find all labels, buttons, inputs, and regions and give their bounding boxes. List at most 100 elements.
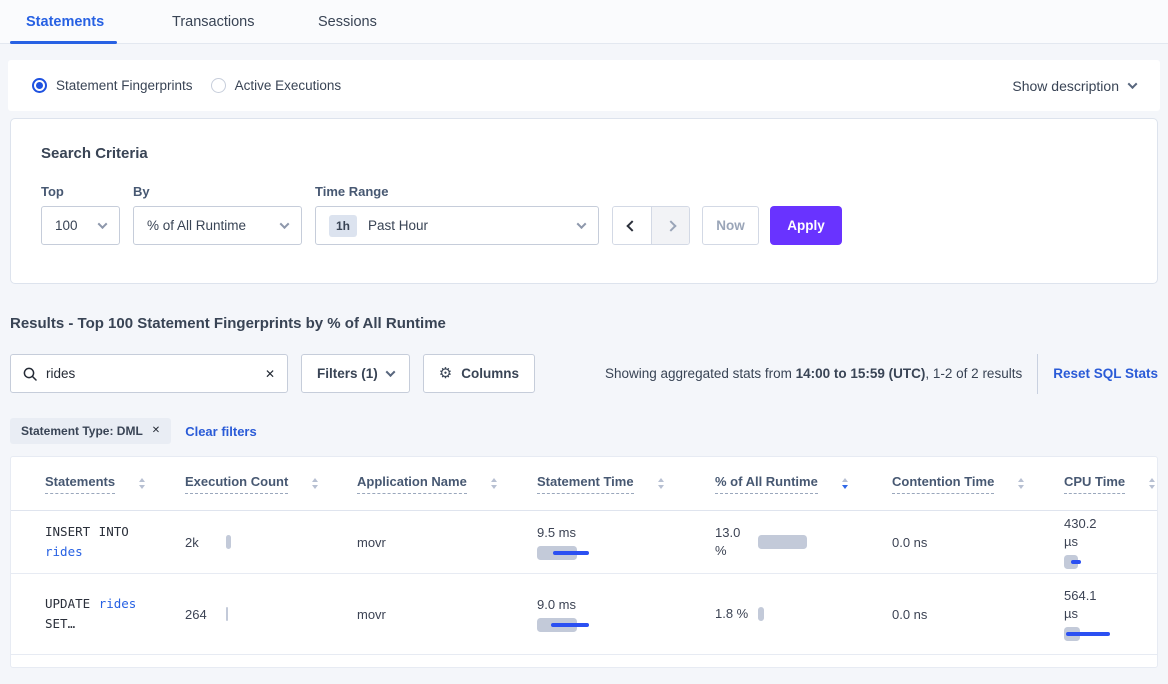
contention-time-cell: 0.0 ns bbox=[892, 534, 928, 550]
tab-label: Transactions bbox=[172, 13, 255, 30]
cpu-time-value: 430.2 µs bbox=[1064, 516, 1097, 549]
clear-search-icon[interactable]: ✕ bbox=[264, 366, 275, 381]
statement-fingerprint-link[interactable]: rides bbox=[98, 596, 137, 611]
apply-button[interactable]: Apply bbox=[770, 206, 842, 245]
application-name-cell: movr bbox=[357, 534, 386, 550]
statements-table: Statements Execution Count Application N… bbox=[10, 456, 1158, 668]
now-button-label: Now bbox=[716, 218, 745, 233]
execution-count-bar bbox=[226, 535, 286, 549]
column-label: CPU Time bbox=[1064, 474, 1126, 494]
filter-chip-statement-type[interactable]: Statement Type: DML ✕ bbox=[10, 418, 172, 444]
sort-asc-icon bbox=[1149, 478, 1156, 483]
showing-stats-text: Showing aggregated stats from 14:00 to 1… bbox=[605, 366, 1022, 381]
cpu-time-value: 564.1 µs bbox=[1064, 588, 1097, 621]
radio-selected-icon[interactable] bbox=[32, 78, 47, 93]
show-description-toggle[interactable]: Show description bbox=[1012, 78, 1138, 94]
application-name-cell: movr bbox=[357, 606, 386, 622]
sort-icons bbox=[657, 478, 664, 489]
now-button[interactable]: Now bbox=[702, 206, 759, 245]
time-range-field: Time Range 1h Past Hour bbox=[315, 184, 599, 245]
sort-icons-active-desc bbox=[841, 478, 848, 489]
results-controls: ✕ Filters (1) ⚙ Columns Showing aggregat… bbox=[10, 353, 1158, 394]
criteria-buttons: Now Apply bbox=[612, 184, 842, 245]
column-header-statements[interactable]: Statements bbox=[45, 474, 185, 494]
column-label: Execution Count bbox=[185, 474, 289, 494]
radio-statement-fingerprints[interactable]: Statement Fingerprints bbox=[32, 78, 193, 93]
by-select-value: % of All Runtime bbox=[147, 218, 247, 233]
top-select[interactable]: 100 bbox=[41, 206, 120, 245]
columns-button[interactable]: ⚙ Columns bbox=[422, 354, 535, 393]
sort-desc-icon bbox=[657, 484, 664, 489]
filter-chip-label: Statement Type: DML bbox=[21, 424, 143, 438]
by-select[interactable]: % of All Runtime bbox=[133, 206, 302, 245]
radio-active-executions[interactable]: Active Executions bbox=[210, 78, 341, 93]
sort-asc-icon bbox=[139, 478, 146, 483]
search-icon bbox=[23, 367, 37, 381]
sort-desc-icon bbox=[490, 484, 497, 489]
top-label: Top bbox=[41, 184, 64, 199]
view-toggle-bar: Statement Fingerprints Active Executions… bbox=[8, 60, 1160, 111]
statement-time-cell: 9.5 ms bbox=[537, 524, 715, 560]
sort-asc-icon bbox=[1018, 478, 1025, 483]
radio-unselected-icon[interactable] bbox=[210, 78, 226, 93]
filters-button-label: Filters (1) bbox=[317, 366, 378, 381]
statement-time-bar bbox=[537, 546, 627, 560]
top-select-value: 100 bbox=[55, 218, 78, 233]
column-header-pct-of-all-runtime[interactable]: % of All Runtime bbox=[715, 474, 892, 494]
clear-filters-link[interactable]: Clear filters bbox=[185, 423, 257, 439]
filters-button[interactable]: Filters (1) bbox=[301, 354, 410, 393]
previous-interval-button[interactable] bbox=[613, 207, 651, 244]
tab-label: Statements bbox=[26, 13, 105, 30]
execution-count-value: 264 bbox=[185, 606, 207, 622]
search-box[interactable]: ✕ bbox=[10, 354, 288, 393]
sort-icons bbox=[312, 478, 319, 489]
search-input[interactable] bbox=[46, 366, 265, 381]
showing-prefix: Showing aggregated stats from bbox=[605, 366, 796, 381]
execution-count-cell: 2k bbox=[185, 535, 357, 550]
column-header-cpu-time[interactable]: CPU Time bbox=[1064, 474, 1157, 494]
column-label: Statements bbox=[45, 474, 116, 494]
by-field: By % of All Runtime bbox=[133, 184, 302, 245]
remove-filter-icon[interactable]: ✕ bbox=[151, 425, 161, 436]
sort-icons bbox=[1149, 478, 1156, 489]
by-label: By bbox=[133, 184, 150, 199]
statement-time-cell: 9.0 ms bbox=[537, 596, 715, 632]
time-range-select[interactable]: 1h Past Hour bbox=[315, 206, 599, 245]
table-row[interactable]: INSERT INTO rides 2k movr 9.5 ms 13.0 % … bbox=[11, 511, 1157, 574]
tab-sessions[interactable]: Sessions bbox=[302, 0, 448, 43]
column-header-statement-time[interactable]: Statement Time bbox=[537, 474, 715, 494]
bar-gray bbox=[758, 535, 807, 549]
chevron-right-icon bbox=[664, 219, 677, 232]
sort-desc-icon bbox=[841, 484, 848, 489]
tab-transactions[interactable]: Transactions bbox=[156, 0, 302, 43]
tab-statements[interactable]: Statements bbox=[10, 0, 156, 44]
search-criteria-form: Top 100 By % of All Runtime Time Range 1… bbox=[41, 184, 1127, 245]
sort-icons bbox=[1018, 478, 1025, 489]
sort-asc-icon bbox=[657, 478, 664, 483]
reset-sql-stats-link[interactable]: Reset SQL Stats bbox=[1053, 366, 1158, 381]
table-row[interactable]: UPDATE rides SET… 264 movr 9.0 ms 1.8 % … bbox=[11, 574, 1157, 655]
chevron-down-icon bbox=[576, 219, 587, 230]
results-heading: Results - Top 100 Statement Fingerprints… bbox=[10, 315, 446, 332]
statement-cell: INSERT INTO rides bbox=[45, 522, 159, 562]
bar-blue bbox=[1071, 560, 1081, 564]
page-tabs: Statements Transactions Sessions bbox=[0, 0, 1168, 44]
column-header-execution-count[interactable]: Execution Count bbox=[185, 474, 357, 494]
column-label: Contention Time bbox=[892, 474, 995, 494]
search-criteria-panel: Search Criteria Top 100 By % of All Runt… bbox=[10, 118, 1158, 284]
time-range-value: Past Hour bbox=[368, 218, 429, 233]
execution-count-value: 2k bbox=[185, 534, 199, 550]
statement-fingerprint-link[interactable]: rides bbox=[45, 544, 83, 559]
sort-asc-icon bbox=[312, 478, 319, 483]
filter-chips-row: Statement Type: DML ✕ Clear filters bbox=[10, 418, 1158, 444]
execution-count-bar bbox=[226, 607, 286, 621]
showing-suffix: , 1-2 of 2 results bbox=[925, 366, 1023, 381]
vertical-divider bbox=[1037, 353, 1039, 394]
pct-of-runtime-bar bbox=[758, 607, 818, 621]
statement-cell: UPDATE rides SET… bbox=[45, 594, 159, 634]
column-header-application-name[interactable]: Application Name bbox=[357, 474, 537, 494]
next-interval-button[interactable] bbox=[651, 207, 689, 244]
cpu-time-bar bbox=[1064, 555, 1124, 569]
column-header-contention-time[interactable]: Contention Time bbox=[892, 474, 1064, 494]
top-field: Top 100 bbox=[41, 184, 120, 245]
